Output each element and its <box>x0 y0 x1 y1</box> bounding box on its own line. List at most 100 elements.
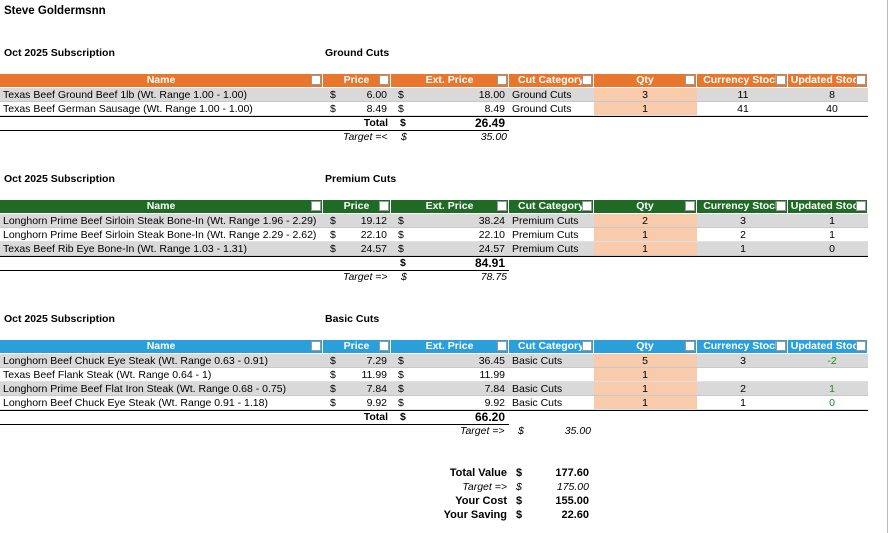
total-border <box>0 116 868 117</box>
filter-button[interactable] <box>776 201 786 211</box>
section-category: Basic Cuts <box>325 313 380 325</box>
qty-cell <box>594 102 697 116</box>
section-title: Oct 2025 Subscription <box>4 313 115 325</box>
filter-button[interactable] <box>856 201 866 211</box>
currency-stock: 2 <box>740 383 746 395</box>
summary-value: 177.60 <box>555 467 589 479</box>
filter-button[interactable] <box>856 75 866 85</box>
ext-price: 8.49 <box>484 103 505 115</box>
currency-symbol: $ <box>330 383 336 395</box>
row-border <box>0 367 868 368</box>
ext-price: 22.10 <box>478 229 505 241</box>
currency-symbol: $ <box>398 355 404 367</box>
cut-category: Basic Cuts <box>512 355 563 367</box>
filter-button[interactable] <box>311 341 321 351</box>
filter-button[interactable] <box>582 75 592 85</box>
currency-stock: 1 <box>740 397 746 409</box>
column-header: Currency Stock <box>697 74 787 87</box>
column-header: Cut Category <box>509 340 593 353</box>
item-name: Texas Beef Ground Beef 1lb (Wt. Range 1.… <box>3 89 247 101</box>
currency-symbol: $ <box>516 481 522 493</box>
target-label: Target => <box>460 425 505 437</box>
row-background <box>697 368 868 382</box>
filter-button[interactable] <box>379 341 389 351</box>
qty: 1 <box>642 397 648 409</box>
currency-symbol: $ <box>330 243 336 255</box>
total-border <box>0 130 509 131</box>
filter-button[interactable] <box>311 75 321 85</box>
column-header: Currency Stock <box>697 200 787 213</box>
price: 24.57 <box>360 243 387 255</box>
target-label: Target =< <box>343 131 388 143</box>
currency-symbol: $ <box>516 467 523 479</box>
ext-price: 7.84 <box>484 383 505 395</box>
currency-stock: 3 <box>740 215 746 227</box>
updated-stock: 0 <box>829 397 835 409</box>
currency-symbol: $ <box>516 495 523 507</box>
currency-stock: 41 <box>737 103 749 115</box>
currency-stock: 3 <box>740 355 746 367</box>
ext-price: 24.57 <box>478 243 505 255</box>
updated-stock: 0 <box>829 243 835 255</box>
currency-symbol: $ <box>398 243 404 255</box>
ext-price: 11.99 <box>479 369 506 381</box>
currency-symbol: $ <box>398 215 404 227</box>
currency-symbol: $ <box>398 383 404 395</box>
filter-button[interactable] <box>776 341 786 351</box>
filter-button[interactable] <box>497 341 507 351</box>
currency-symbol: $ <box>330 215 336 227</box>
price: 9.92 <box>366 397 387 409</box>
row-border <box>0 395 868 396</box>
total-label: Total <box>363 117 388 129</box>
currency-symbol: $ <box>330 397 336 409</box>
filter-button[interactable] <box>685 75 695 85</box>
filter-button[interactable] <box>776 75 786 85</box>
currency-symbol: $ <box>330 89 336 101</box>
filter-button[interactable] <box>856 341 866 351</box>
column-header: Updated Stock <box>788 200 867 213</box>
total-border <box>0 256 868 257</box>
target-label: Target => <box>343 271 388 283</box>
total: 26.49 <box>474 116 505 130</box>
column-header: Qty <box>594 74 696 87</box>
filter-button[interactable] <box>685 201 695 211</box>
qty-cell <box>594 396 697 410</box>
currency-symbol: $ <box>330 103 336 115</box>
row-background <box>0 396 594 410</box>
updated-stock: 8 <box>829 89 835 101</box>
row-border <box>0 101 868 102</box>
currency-symbol: $ <box>400 257 406 269</box>
summary-label: Your Saving <box>443 509 507 521</box>
cut-category: Premium Cuts <box>512 243 579 255</box>
updated-stock: -2 <box>827 355 837 367</box>
row-background <box>0 368 594 382</box>
qty-cell <box>594 368 697 382</box>
cut-category: Ground Cuts <box>512 89 572 101</box>
row-border <box>0 381 868 382</box>
qty-cell <box>594 242 697 256</box>
item-name: Texas Beef German Sausage (Wt. Range 1.0… <box>3 103 253 115</box>
filter-button[interactable] <box>497 201 507 211</box>
cut-category: Basic Cuts <box>512 383 563 395</box>
qty: 1 <box>642 383 648 395</box>
filter-button[interactable] <box>685 341 695 351</box>
filter-button[interactable] <box>582 341 592 351</box>
filter-button[interactable] <box>379 75 389 85</box>
filter-button[interactable] <box>582 201 592 211</box>
currency-symbol: $ <box>516 509 523 521</box>
ext-price: 38.24 <box>478 215 505 227</box>
total: 84.91 <box>474 256 505 270</box>
section-category: Premium Cuts <box>325 173 397 185</box>
updated-stock: 1 <box>829 215 835 227</box>
currency-symbol: $ <box>398 89 404 101</box>
cut-category: Premium Cuts <box>512 215 579 227</box>
currency-symbol: $ <box>518 425 524 437</box>
currency-symbol: $ <box>398 369 404 381</box>
target: 78.75 <box>480 271 507 283</box>
filter-button[interactable] <box>379 201 389 211</box>
column-header: Price <box>323 340 390 353</box>
filter-button[interactable] <box>497 75 507 85</box>
ext-price: 9.92 <box>484 397 505 409</box>
filter-button[interactable] <box>311 201 321 211</box>
section-category: Ground Cuts <box>325 47 390 59</box>
